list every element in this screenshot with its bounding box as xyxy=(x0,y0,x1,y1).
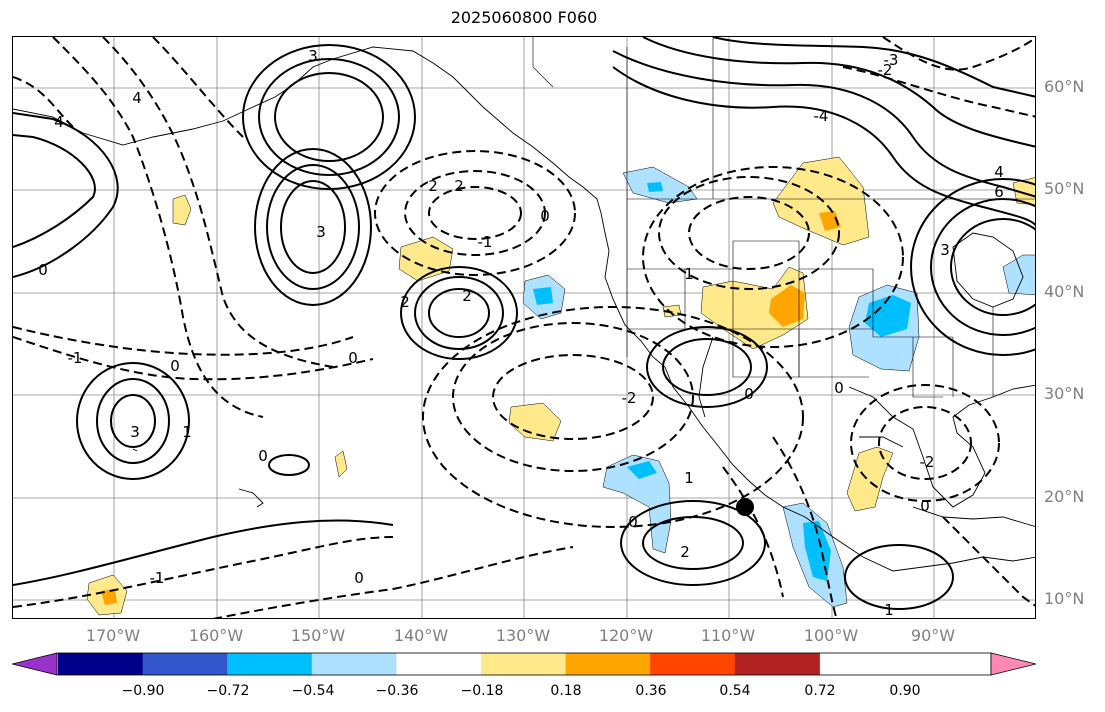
colorbar-tick-label: 0.72 xyxy=(804,683,836,699)
contour-label: 0 xyxy=(170,357,180,375)
contours-solid xyxy=(13,37,1035,610)
contour-label: 0 xyxy=(628,513,638,531)
colorbar-tick-label: 0.18 xyxy=(550,683,582,699)
anomaly-shading xyxy=(86,156,1035,616)
contour-label: 4 xyxy=(994,163,1004,181)
lat-label-20n: 20°N xyxy=(1044,487,1085,506)
state-borders xyxy=(532,37,1035,398)
colorbar-cell xyxy=(565,653,651,675)
contour-label: 6 xyxy=(994,183,1004,201)
lon-label-120w: 120°W xyxy=(598,626,654,645)
contour-label: 2 xyxy=(462,287,472,305)
contour-label: 0 xyxy=(744,385,754,403)
contour-label: -1 xyxy=(478,233,493,251)
contour-label: 2 xyxy=(454,177,464,195)
contour-label: 4 xyxy=(54,113,64,131)
contour-label: 0 xyxy=(540,207,550,225)
lat-label-50n: 50°N xyxy=(1044,179,1085,198)
coastlines xyxy=(13,46,1035,572)
contour-label: -4 xyxy=(814,107,829,125)
colorbar-tick-label: −0.54 xyxy=(291,683,335,699)
lon-label-110w: 110°W xyxy=(700,626,756,645)
contour-label: 0 xyxy=(348,349,358,367)
location-marker xyxy=(736,498,754,516)
colorbar-cell xyxy=(734,653,820,675)
colorbar-tick-label: 0.90 xyxy=(889,683,921,699)
lon-label-170w: 170°W xyxy=(85,626,141,645)
contour-label: 2 xyxy=(400,293,410,311)
map-canvas: 3 3 3 2 2 2 2 2 -4 3 4 6 -2 0 0 0 0 0 0 … xyxy=(13,37,1035,619)
contour-label: -3 xyxy=(884,51,899,69)
contour-label: 3 xyxy=(130,423,140,441)
contour-label: 1 xyxy=(182,423,192,441)
colorbar-cell xyxy=(396,653,482,675)
contour-label: 0 xyxy=(38,261,48,279)
colorbar-tick-label: −0.72 xyxy=(206,683,250,699)
colorbar xyxy=(12,652,1036,676)
colorbar-tick-label: −0.18 xyxy=(460,683,504,699)
contour-label: 2 xyxy=(680,543,690,561)
lat-label-10n: 10°N xyxy=(1044,589,1085,608)
lon-label-160w: 160°W xyxy=(188,626,244,645)
contour-label: 1 xyxy=(684,265,694,283)
lat-label-40n: 40°N xyxy=(1044,282,1085,301)
contour-label: -1 xyxy=(150,569,165,587)
lon-label-100w: 100°W xyxy=(803,626,859,645)
colorbar-min-extend xyxy=(12,652,58,676)
contour-label: 4 xyxy=(132,89,142,107)
contour-label: 1 xyxy=(884,601,894,619)
contour-label: -1 xyxy=(68,349,83,367)
contour-label: 3 xyxy=(940,241,950,259)
contour-label: 0 xyxy=(258,447,268,465)
contour-label: 0 xyxy=(834,379,844,397)
contour-label: 3 xyxy=(316,223,326,241)
lon-label-90w: 90°W xyxy=(910,626,956,645)
chart-title: 2025060800 F060 xyxy=(450,8,598,27)
contour-label: 0 xyxy=(354,569,364,587)
contour-label: -2 xyxy=(878,61,893,79)
contour-label: 3 xyxy=(308,47,318,65)
contour-labels: 3 3 3 2 2 2 2 2 -4 3 4 6 -2 0 0 0 0 0 0 … xyxy=(38,47,1004,619)
lat-label-60n: 60°N xyxy=(1044,77,1085,96)
lon-label-140w: 140°W xyxy=(393,626,449,645)
colorbar-max-extend xyxy=(990,652,1036,676)
map-area: 3 3 3 2 2 2 2 2 -4 3 4 6 -2 0 0 0 0 0 0 … xyxy=(12,36,1036,619)
colorbar-tick-label: −0.36 xyxy=(375,683,419,699)
colorbar-cell xyxy=(58,653,144,675)
contour-label: -2 xyxy=(920,453,935,471)
colorbar-cell xyxy=(142,653,228,675)
colorbar-cell xyxy=(227,653,313,675)
contour-label: -2 xyxy=(622,389,637,407)
lat-label-30n: 30°N xyxy=(1044,384,1085,403)
contour-label: 0 xyxy=(920,497,930,515)
contour-label: 1 xyxy=(684,469,694,487)
colorbar-tick-label: 0.36 xyxy=(635,683,667,699)
colorbar-cell xyxy=(311,653,397,675)
colorbar-tick-label: −0.90 xyxy=(121,683,165,699)
colorbar-cell xyxy=(650,653,736,675)
lon-label-130w: 130°W xyxy=(495,626,551,645)
contours-dashed xyxy=(13,37,1035,618)
lon-label-150w: 150°W xyxy=(290,626,346,645)
colorbar-cell xyxy=(481,653,567,675)
colorbar-tick-label: 0.54 xyxy=(719,683,751,699)
contour-label: 2 xyxy=(428,177,438,195)
